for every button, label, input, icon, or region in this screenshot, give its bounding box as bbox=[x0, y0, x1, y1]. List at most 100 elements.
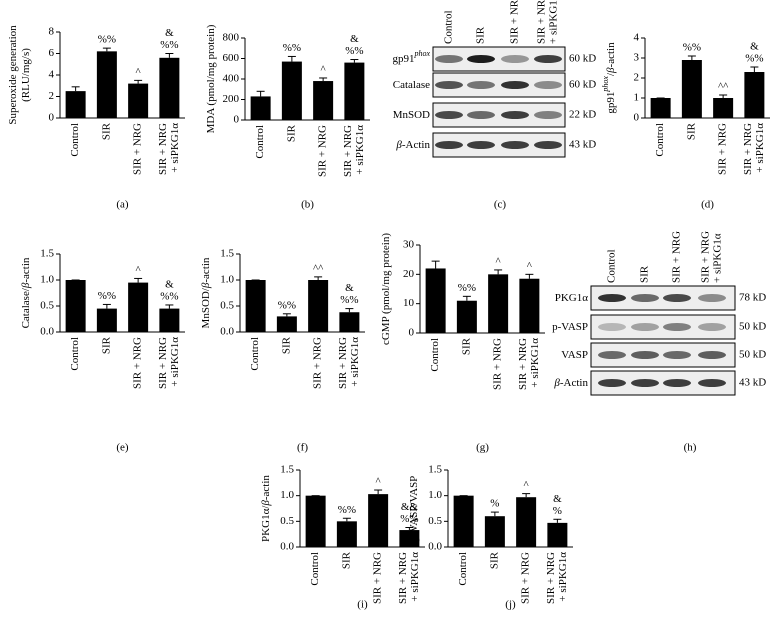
y-tick-label: 1.0 bbox=[220, 274, 234, 286]
x-tick-label: SIR + NRG bbox=[545, 552, 557, 604]
y-axis-label: PKG1α/β-actin bbox=[260, 475, 272, 542]
text-segment: MnSOD/ bbox=[200, 287, 212, 328]
y-tick-label: 1.0 bbox=[428, 489, 442, 501]
x-tick-label: SIR + NRG bbox=[157, 123, 169, 175]
y-tick-label: 800 bbox=[223, 32, 240, 44]
significance-mark: %% bbox=[278, 299, 296, 311]
bar bbox=[96, 308, 117, 332]
bar bbox=[128, 83, 149, 118]
bar bbox=[681, 60, 702, 118]
y-axis-label: p-VASP/VASP bbox=[408, 476, 420, 542]
bar bbox=[65, 280, 86, 332]
x-tick-label: Control bbox=[69, 337, 81, 371]
blot-band bbox=[534, 141, 562, 149]
x-tick-label: Control bbox=[254, 125, 266, 159]
y-tick-label: 1.5 bbox=[40, 248, 54, 260]
y-tick-label: 10 bbox=[403, 297, 415, 309]
text-segment: -actin bbox=[605, 42, 617, 68]
y-tick-label: 0.5 bbox=[428, 515, 442, 527]
significance-mark: %% bbox=[98, 290, 116, 302]
significance-mark: %% bbox=[340, 294, 358, 306]
panel-label: (g) bbox=[476, 442, 489, 454]
significance-mark: ^ bbox=[136, 264, 142, 276]
significance-mark: & bbox=[750, 41, 759, 53]
text-segment: VASP bbox=[561, 349, 588, 361]
x-tick-label: SIR bbox=[280, 336, 292, 354]
x-tick-label: Control bbox=[69, 123, 81, 157]
blot-band bbox=[598, 323, 626, 331]
bar bbox=[281, 61, 302, 120]
x-tick-label: SIR + NRG bbox=[372, 552, 384, 604]
panel-label: (h) bbox=[684, 442, 697, 454]
blot-band bbox=[467, 141, 495, 149]
significance-mark: ^ bbox=[136, 66, 142, 78]
lane-label: Control bbox=[606, 249, 618, 283]
x-tick-label: SIR + NRG bbox=[312, 337, 324, 389]
bar bbox=[399, 530, 420, 547]
panel-label: (b) bbox=[301, 199, 314, 211]
bar bbox=[336, 521, 357, 547]
significance-mark: %% bbox=[338, 504, 356, 516]
y-axis-label: (RLU/mg/s) bbox=[20, 48, 32, 102]
text-segment: PKG1α/ bbox=[260, 505, 272, 542]
blot-band bbox=[435, 81, 463, 89]
bar bbox=[425, 268, 446, 333]
significance-mark: && bbox=[401, 501, 419, 513]
blot-band bbox=[501, 111, 529, 119]
bar bbox=[453, 495, 474, 547]
molecular-weight: 78 kD bbox=[739, 292, 766, 304]
significance-mark: % bbox=[490, 498, 499, 510]
bar bbox=[650, 98, 671, 118]
lane-label: Control bbox=[443, 10, 455, 44]
y-tick-label: 1.0 bbox=[280, 489, 294, 501]
blot-band bbox=[663, 379, 691, 387]
bar bbox=[128, 282, 149, 332]
lane-label: SIR + NRG bbox=[700, 231, 712, 283]
bar bbox=[313, 81, 334, 120]
bar bbox=[276, 316, 297, 332]
x-tick-label: SIR + NRG bbox=[317, 125, 329, 177]
y-tick-label: 0.0 bbox=[280, 541, 294, 553]
x-tick-label: Control bbox=[249, 337, 261, 371]
text-segment: cGMP (pmol/mg protein) bbox=[380, 233, 392, 345]
blot-band bbox=[698, 351, 726, 359]
bar bbox=[339, 312, 360, 332]
x-tick-label: SIR + NRG bbox=[157, 337, 169, 389]
panel-label: (e) bbox=[116, 442, 129, 454]
bar bbox=[305, 495, 326, 547]
row-label: β-Actin bbox=[395, 139, 430, 151]
blot-band bbox=[663, 323, 691, 331]
panel-label: (c) bbox=[494, 199, 507, 211]
significance-mark: %% bbox=[458, 282, 476, 294]
significance-mark: ^ bbox=[376, 476, 382, 488]
y-axis-label: gp91phox/β-actin bbox=[601, 42, 616, 114]
y-tick-label: 1.5 bbox=[428, 464, 442, 476]
y-tick-label: 0.5 bbox=[40, 300, 54, 312]
row-label: gp91phox bbox=[392, 49, 430, 64]
blot-band bbox=[698, 379, 726, 387]
x-tick-label: SIR + NRG bbox=[517, 338, 529, 390]
blot-band bbox=[631, 379, 659, 387]
y-tick-label: 1.5 bbox=[220, 248, 234, 260]
significance-mark: & bbox=[350, 33, 359, 45]
y-axis-label: MDA (pmol/mg protein) bbox=[205, 24, 217, 133]
significance-mark: %% bbox=[345, 45, 363, 57]
blot-band bbox=[435, 55, 463, 63]
significance-mark: ^ bbox=[527, 260, 533, 272]
x-tick-label: + siPKG1α bbox=[169, 337, 181, 387]
lane-label: SIR + NRG bbox=[509, 0, 521, 44]
significance-mark: %% bbox=[400, 513, 418, 525]
row-label: PKG1α bbox=[555, 292, 589, 304]
panel-label: (i) bbox=[357, 599, 368, 611]
text-segment: -Actin bbox=[560, 377, 589, 389]
molecular-weight: 50 kD bbox=[739, 321, 766, 333]
bar bbox=[96, 51, 117, 118]
text-segment: β bbox=[260, 500, 272, 507]
blot-band bbox=[598, 379, 626, 387]
panel-label: (f) bbox=[297, 442, 308, 454]
x-tick-label: Control bbox=[457, 552, 469, 586]
x-tick-label: + siPKG1α bbox=[169, 123, 181, 173]
lane-label: SIR bbox=[475, 26, 487, 44]
panel-label: (d) bbox=[701, 199, 714, 211]
significance-mark: ^^ bbox=[718, 81, 729, 93]
